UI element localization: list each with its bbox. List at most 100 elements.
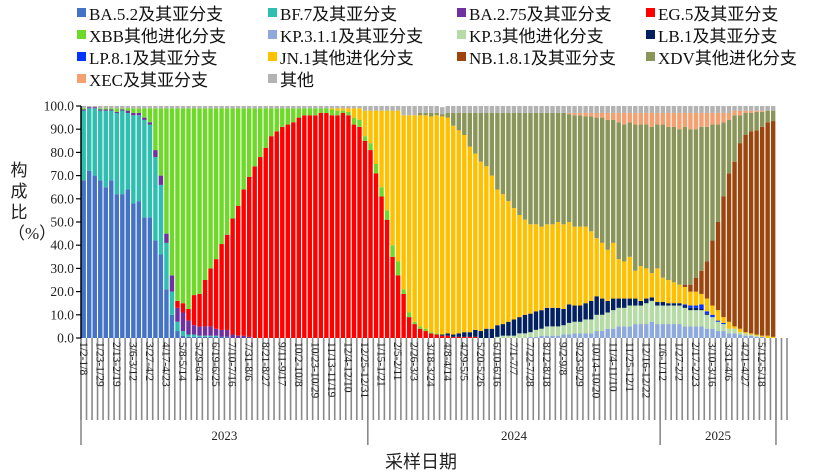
bar-segment <box>81 110 86 181</box>
bar-segment <box>611 119 616 243</box>
bar-segment <box>428 106 434 113</box>
bar-segment <box>180 312 186 332</box>
bar-segment <box>313 108 318 116</box>
bar-segment <box>440 116 445 335</box>
bar-segment <box>384 110 390 211</box>
bar-segment <box>555 106 561 113</box>
bar-segment <box>136 115 142 202</box>
bar-segment <box>230 218 235 335</box>
bar-segment <box>605 312 610 329</box>
bar-segment <box>539 106 544 113</box>
bar-segment <box>109 108 114 110</box>
bar-segment <box>539 226 544 311</box>
bar-segment <box>572 226 577 306</box>
bar-segment <box>682 112 688 127</box>
bar-segment <box>87 106 92 108</box>
bar-segment <box>500 194 506 325</box>
bar-segment <box>125 106 131 109</box>
bar-segment <box>423 328 428 332</box>
bar-segment <box>175 307 180 322</box>
bar-segment <box>704 126 710 262</box>
bar-segment <box>434 334 439 338</box>
bar-segment <box>682 307 688 327</box>
bar-segment <box>390 245 395 257</box>
bar-segment <box>550 224 555 308</box>
bar-segment <box>92 108 97 176</box>
bar-segment <box>533 336 539 338</box>
bar-segment <box>175 331 180 338</box>
bar-segment <box>423 115 428 329</box>
bar-segment <box>346 108 351 112</box>
bar-segment <box>136 106 142 109</box>
bar-segment <box>186 106 191 109</box>
bar-segment <box>456 336 461 338</box>
bar-segment <box>147 124 153 218</box>
bar-segment <box>671 282 677 304</box>
bar-segment <box>522 219 528 315</box>
bar-segment <box>693 310 699 327</box>
bar-segment <box>500 112 506 195</box>
bar-segment <box>732 115 737 162</box>
bar-segment <box>583 303 588 320</box>
bar-segment <box>638 300 643 306</box>
bar-segment <box>208 336 213 338</box>
x-tick-label: 6/10-6/16 <box>490 342 502 387</box>
bar-segment <box>737 115 743 144</box>
bar-segment <box>710 317 715 329</box>
bar-segment <box>528 336 533 338</box>
bar-segment <box>175 321 180 332</box>
bar-segment <box>710 328 715 338</box>
bar-segment <box>572 305 577 322</box>
bar-segment <box>434 115 439 334</box>
bar-segment <box>544 326 550 336</box>
x-tick-label: 7/10-7/16 <box>226 342 238 387</box>
bar-segment <box>743 106 748 111</box>
bar-segment <box>715 106 721 113</box>
bar-segment <box>373 106 379 111</box>
bar-segment <box>522 106 528 113</box>
bar-segment <box>533 106 539 113</box>
legend-swatch <box>77 73 86 83</box>
bar-segment <box>180 303 186 313</box>
x-tick-label: 6/19-6/25 <box>209 342 221 387</box>
bar-segment <box>368 143 373 151</box>
x-tick-label: 12/25-12/31 <box>358 342 370 398</box>
bar-segment <box>373 173 379 338</box>
bar-segment <box>340 110 346 113</box>
bar-segment <box>611 328 616 338</box>
bar-segment <box>544 106 550 113</box>
bar-segment <box>506 112 511 202</box>
bar-segment <box>219 106 224 109</box>
legend-item: NB.1.8.1及其亚分支 <box>457 45 616 68</box>
x-tick-label: 10/23-10/29 <box>308 342 320 398</box>
bar-segment <box>638 324 643 338</box>
bar-segment <box>655 324 660 338</box>
bar-segment <box>313 106 318 109</box>
bar-segment <box>296 106 302 109</box>
bar-segment <box>434 106 439 113</box>
x-tick-label: 5/8-5/14 <box>176 342 188 381</box>
bar-segment <box>169 275 175 292</box>
bar-segment <box>649 273 655 298</box>
bar-segment <box>765 122 770 336</box>
bar-segment <box>583 226 588 304</box>
bar-segment <box>660 124 666 278</box>
bar-segment <box>506 321 511 336</box>
x-tick-label: 12/4-12/10 <box>342 342 354 393</box>
bar-segment <box>241 106 246 109</box>
bar-segment <box>627 326 632 338</box>
bar-segment <box>699 112 704 127</box>
bar-segment <box>235 205 241 336</box>
x-tick-label: 3/18-3/24 <box>424 342 436 387</box>
legend-item: LB.1及其亚分支 <box>646 23 777 46</box>
bar-segment <box>633 124 638 271</box>
bar-segment <box>406 106 412 116</box>
legend-item: XEC及其亚分支 <box>77 67 208 90</box>
bar-segment <box>180 331 186 336</box>
legend-label: NB.1.8.1及其亚分支 <box>469 48 616 68</box>
x-tick-label: 3/10-3/16 <box>706 342 718 387</box>
bar-segment <box>638 266 643 301</box>
bar-segment <box>346 106 351 109</box>
bar-segment <box>599 117 605 243</box>
bar-segment <box>224 234 230 330</box>
